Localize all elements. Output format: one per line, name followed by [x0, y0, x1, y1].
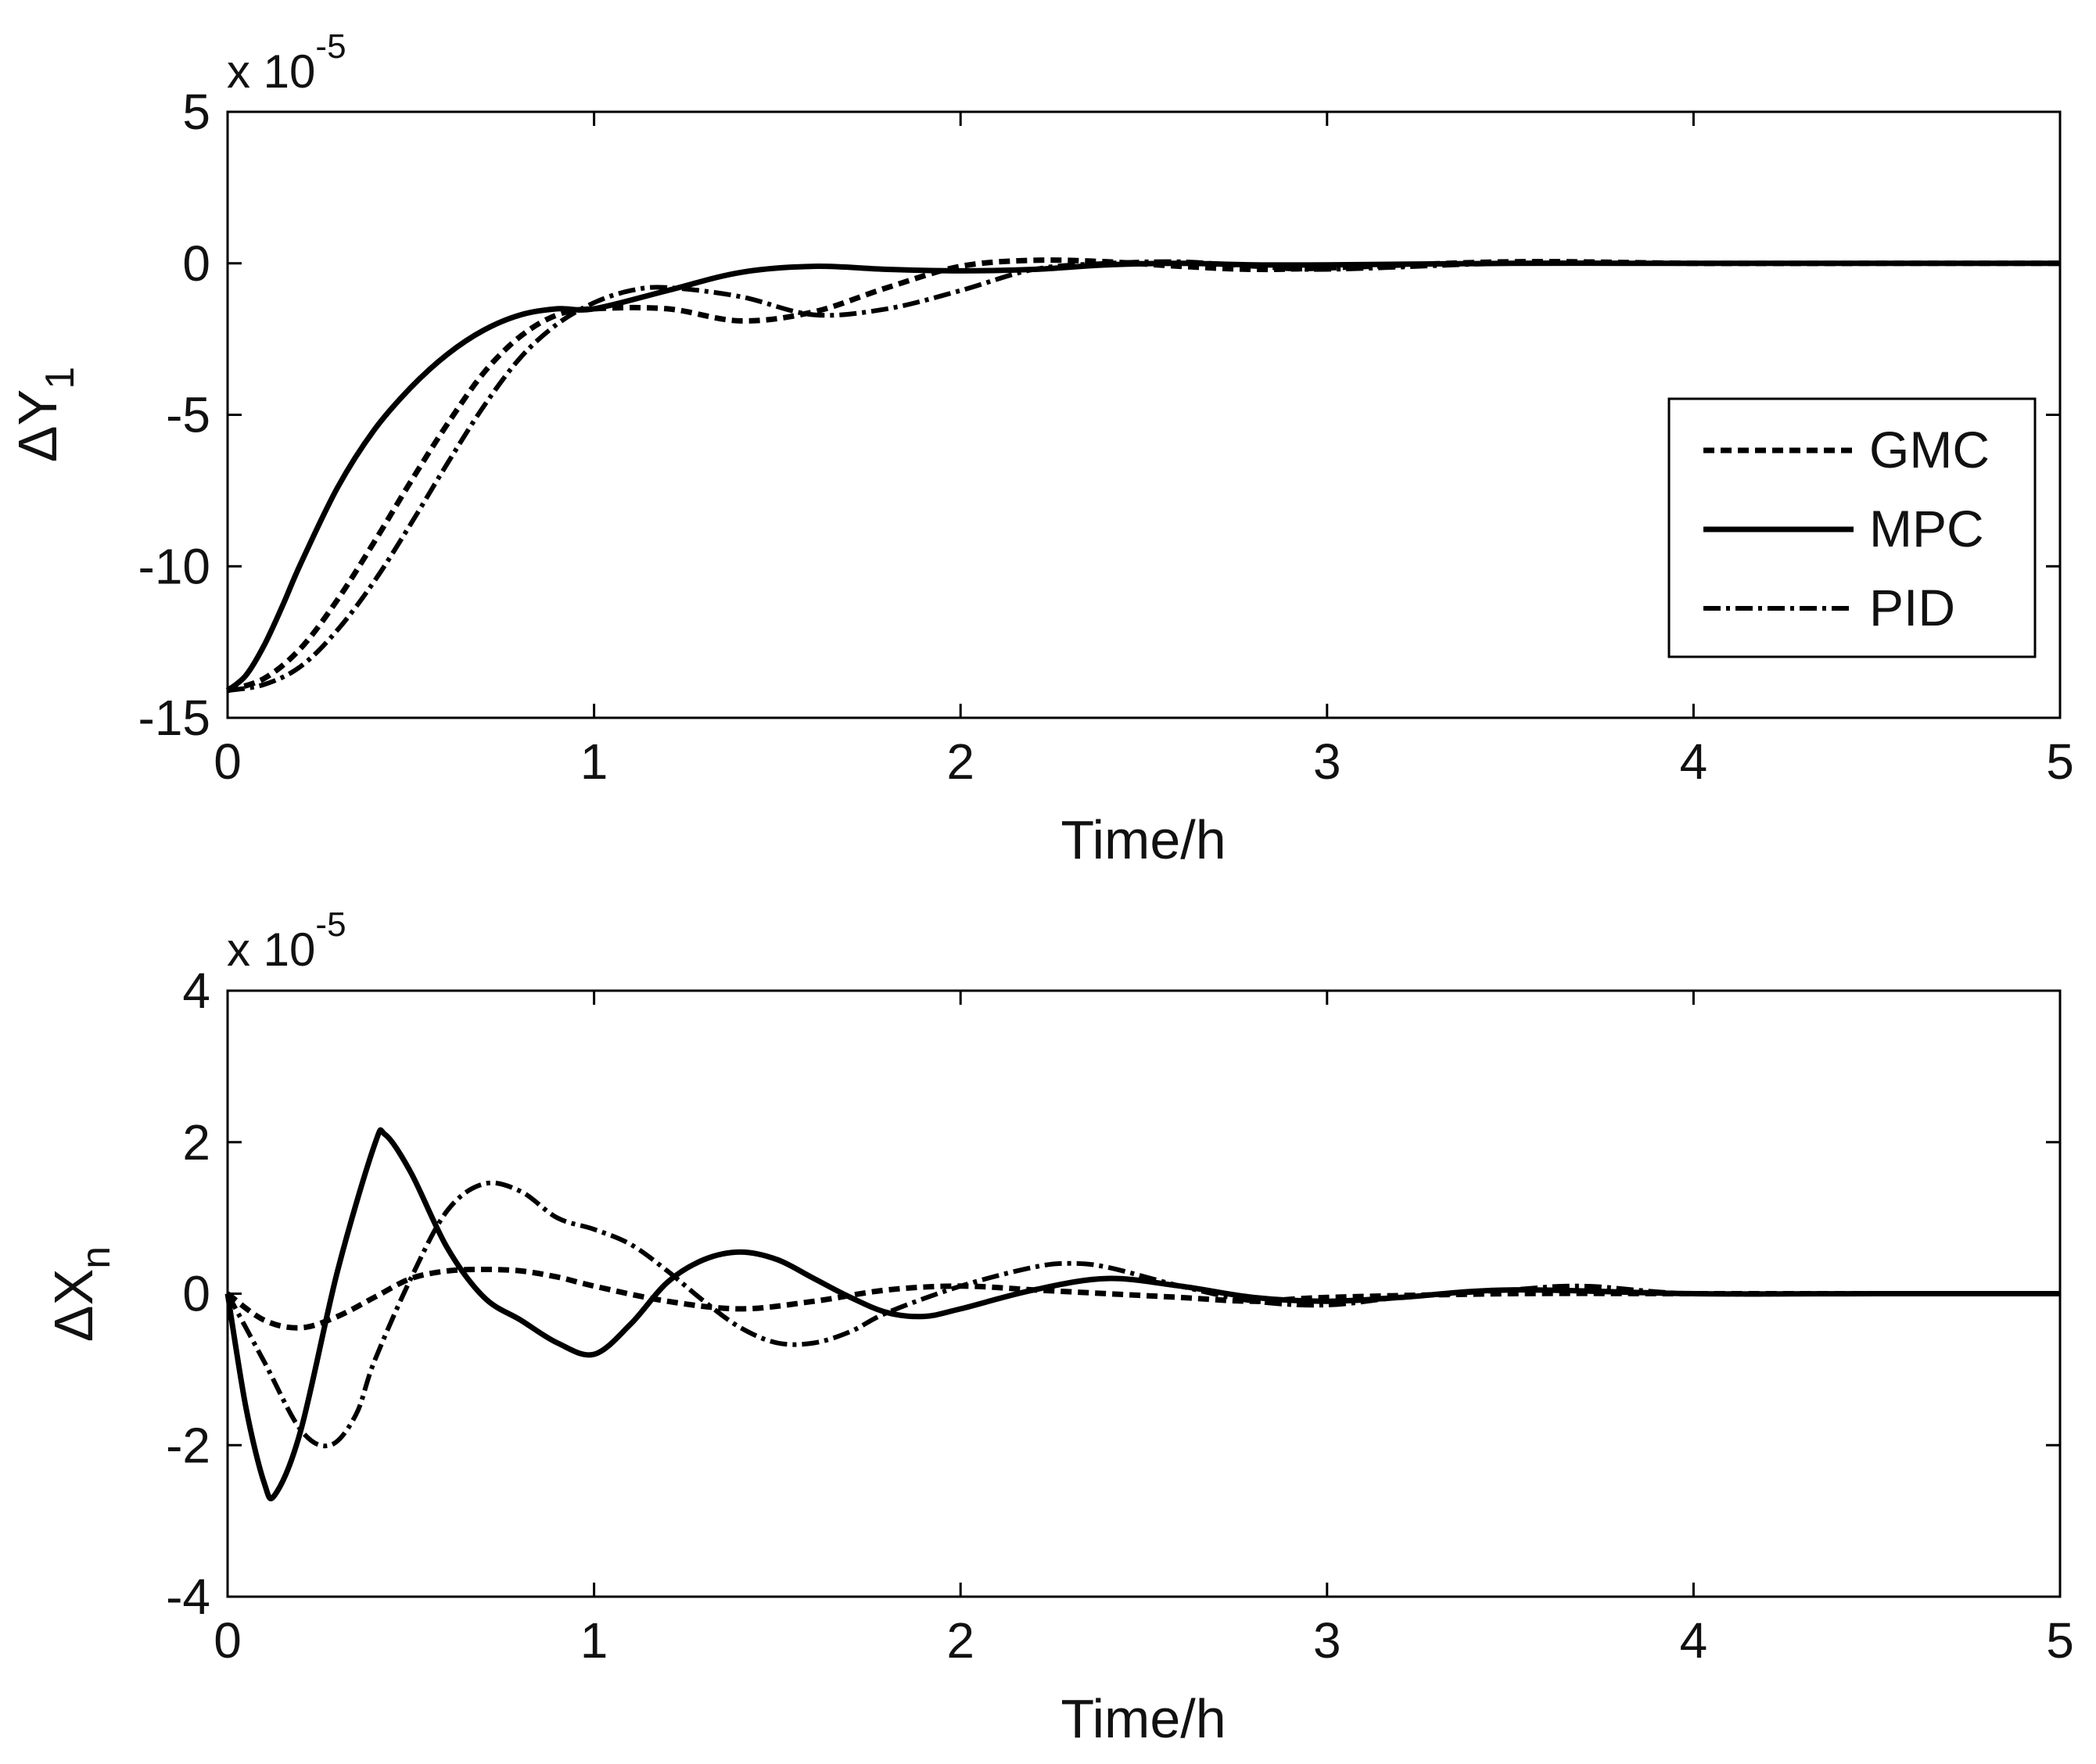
legend-label-pid: PID: [1869, 579, 1955, 636]
bottom-plot-xtick-label: 1: [580, 1612, 608, 1669]
bottom-plot-series-pid-line: [225, 1180, 2060, 1449]
bottom-plot-series: [224, 1127, 2060, 1501]
bottom-plot-ytick-label: -4: [166, 1569, 210, 1625]
bottom-plot-axes-box: [226, 989, 2062, 1598]
bottom-plot-xtick-labels: 0 1 2 3 4 5: [214, 1612, 2074, 1669]
bottom-plot-exponent: x 10-5: [227, 905, 346, 976]
top-plot: 0 1 2 3 4 5 -15 -10 -5 0 5 x 10-5 Time/h ΔY1 GMC …: [7, 27, 2074, 870]
legend-label-mpc: MPC: [1869, 500, 1984, 558]
top-plot-xtick-labels: 0 1 2 3 4 5: [214, 733, 2074, 790]
bottom-plot-ytick-label: 2: [182, 1114, 210, 1171]
top-plot-ytick-label: -10: [138, 538, 211, 594]
top-plot-ytick-label: 5: [182, 84, 210, 140]
top-plot-series-pid-line: [227, 259, 2060, 694]
top-plot-exponent: x 10-5: [227, 27, 346, 98]
bottom-plot-ytick-labels: -4 -2 0 2 4: [166, 963, 210, 1625]
bottom-plot-xtick-label: 0: [214, 1612, 242, 1669]
top-plot-ytick-label: 0: [182, 235, 210, 292]
top-plot-series: [225, 257, 2060, 694]
top-plot-xtick-label: 3: [1313, 733, 1341, 790]
legend-label-gmc: GMC: [1869, 421, 1990, 479]
bottom-plot-ytick-label: 0: [182, 1266, 210, 1322]
top-plot-ytick-labels: -15 -10 -5 0 5: [138, 84, 211, 746]
bottom-plot-xtick-label: 4: [1680, 1612, 1708, 1669]
top-plot-xtick-label: 2: [946, 733, 974, 790]
top-plot-ylabel: ΔY1: [7, 367, 83, 462]
top-plot-xtick-label: 0: [214, 733, 242, 790]
top-plot-xtick-label: 5: [2046, 733, 2074, 790]
top-plot-ytick-label: -5: [166, 387, 210, 443]
bottom-plot-series-gmc-line: [225, 1267, 2060, 1331]
legend: GMC MPC PID: [1667, 397, 2037, 658]
bottom-plot-ytick-label: 4: [182, 963, 210, 1019]
top-plot-ytick-label: -15: [138, 690, 211, 746]
top-plot-xtick-label: 1: [580, 733, 608, 790]
bottom-plot-xlabel: Time/h: [1061, 1688, 1226, 1749]
bottom-plot: 0 1 2 3 4 5 -4 -2 0 2 4 x 10-5 Time/h ΔXn: [43, 905, 2074, 1749]
bottom-plot-ylabel: ΔXn: [43, 1246, 119, 1342]
bottom-plot-xtick-label: 5: [2046, 1612, 2074, 1669]
top-plot-axes-box: [226, 110, 2062, 719]
bottom-plot-ytick-label: -2: [166, 1417, 210, 1473]
bottom-plot-xtick-label: 3: [1313, 1612, 1341, 1669]
top-plot-xtick-label: 4: [1680, 733, 1708, 790]
bottom-plot-xtick-label: 2: [946, 1612, 974, 1669]
top-plot-xlabel: Time/h: [1061, 809, 1226, 870]
